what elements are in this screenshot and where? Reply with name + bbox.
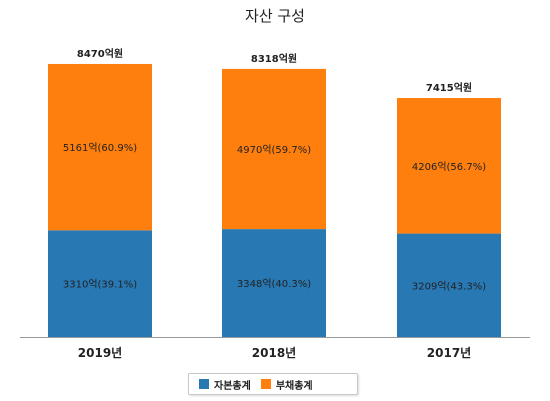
x-tick-label-1: 2018년 xyxy=(252,346,296,360)
data-label-equity-2: 3209억(43.3%) xyxy=(412,280,486,292)
legend-swatch-equity xyxy=(199,379,209,389)
legend-item-equity: 자본총계 xyxy=(199,377,251,392)
data-label-liabilities-2: 4206억(56.7%) xyxy=(412,161,486,173)
total-label-2: 7415억원 xyxy=(426,81,472,94)
bar-equity-1 xyxy=(222,229,326,337)
bar-equity-2 xyxy=(397,233,501,337)
x-tick-label-0: 2019년 xyxy=(78,346,122,360)
chart-legend: 자본총계 부채총계 xyxy=(188,373,358,395)
bar-liabilities-0 xyxy=(48,63,152,231)
chart-title: 자산 구성 xyxy=(245,7,305,25)
bar-liabilities-1 xyxy=(222,68,326,230)
data-label-equity-1: 3348억(40.3%) xyxy=(237,278,311,290)
bar-liabilities-2 xyxy=(397,98,501,234)
total-label-1: 8318억원 xyxy=(251,52,297,65)
bar-equity-0 xyxy=(48,230,152,337)
x-tick-label-2: 2017년 xyxy=(427,346,471,360)
legend-label-equity: 자본총계 xyxy=(214,380,251,392)
data-label-liabilities-1: 4970억(59.7%) xyxy=(237,144,311,156)
legend-item-liabilities: 부채총계 xyxy=(260,377,313,392)
data-label-liabilities-0: 5161억(60.9%) xyxy=(63,142,137,154)
total-label-0: 8470억원 xyxy=(77,47,123,60)
legend-label-liabilities: 부채총계 xyxy=(275,380,313,392)
data-label-equity-0: 3310억(39.1%) xyxy=(63,279,137,291)
legend-swatch-liabilities xyxy=(260,379,271,389)
